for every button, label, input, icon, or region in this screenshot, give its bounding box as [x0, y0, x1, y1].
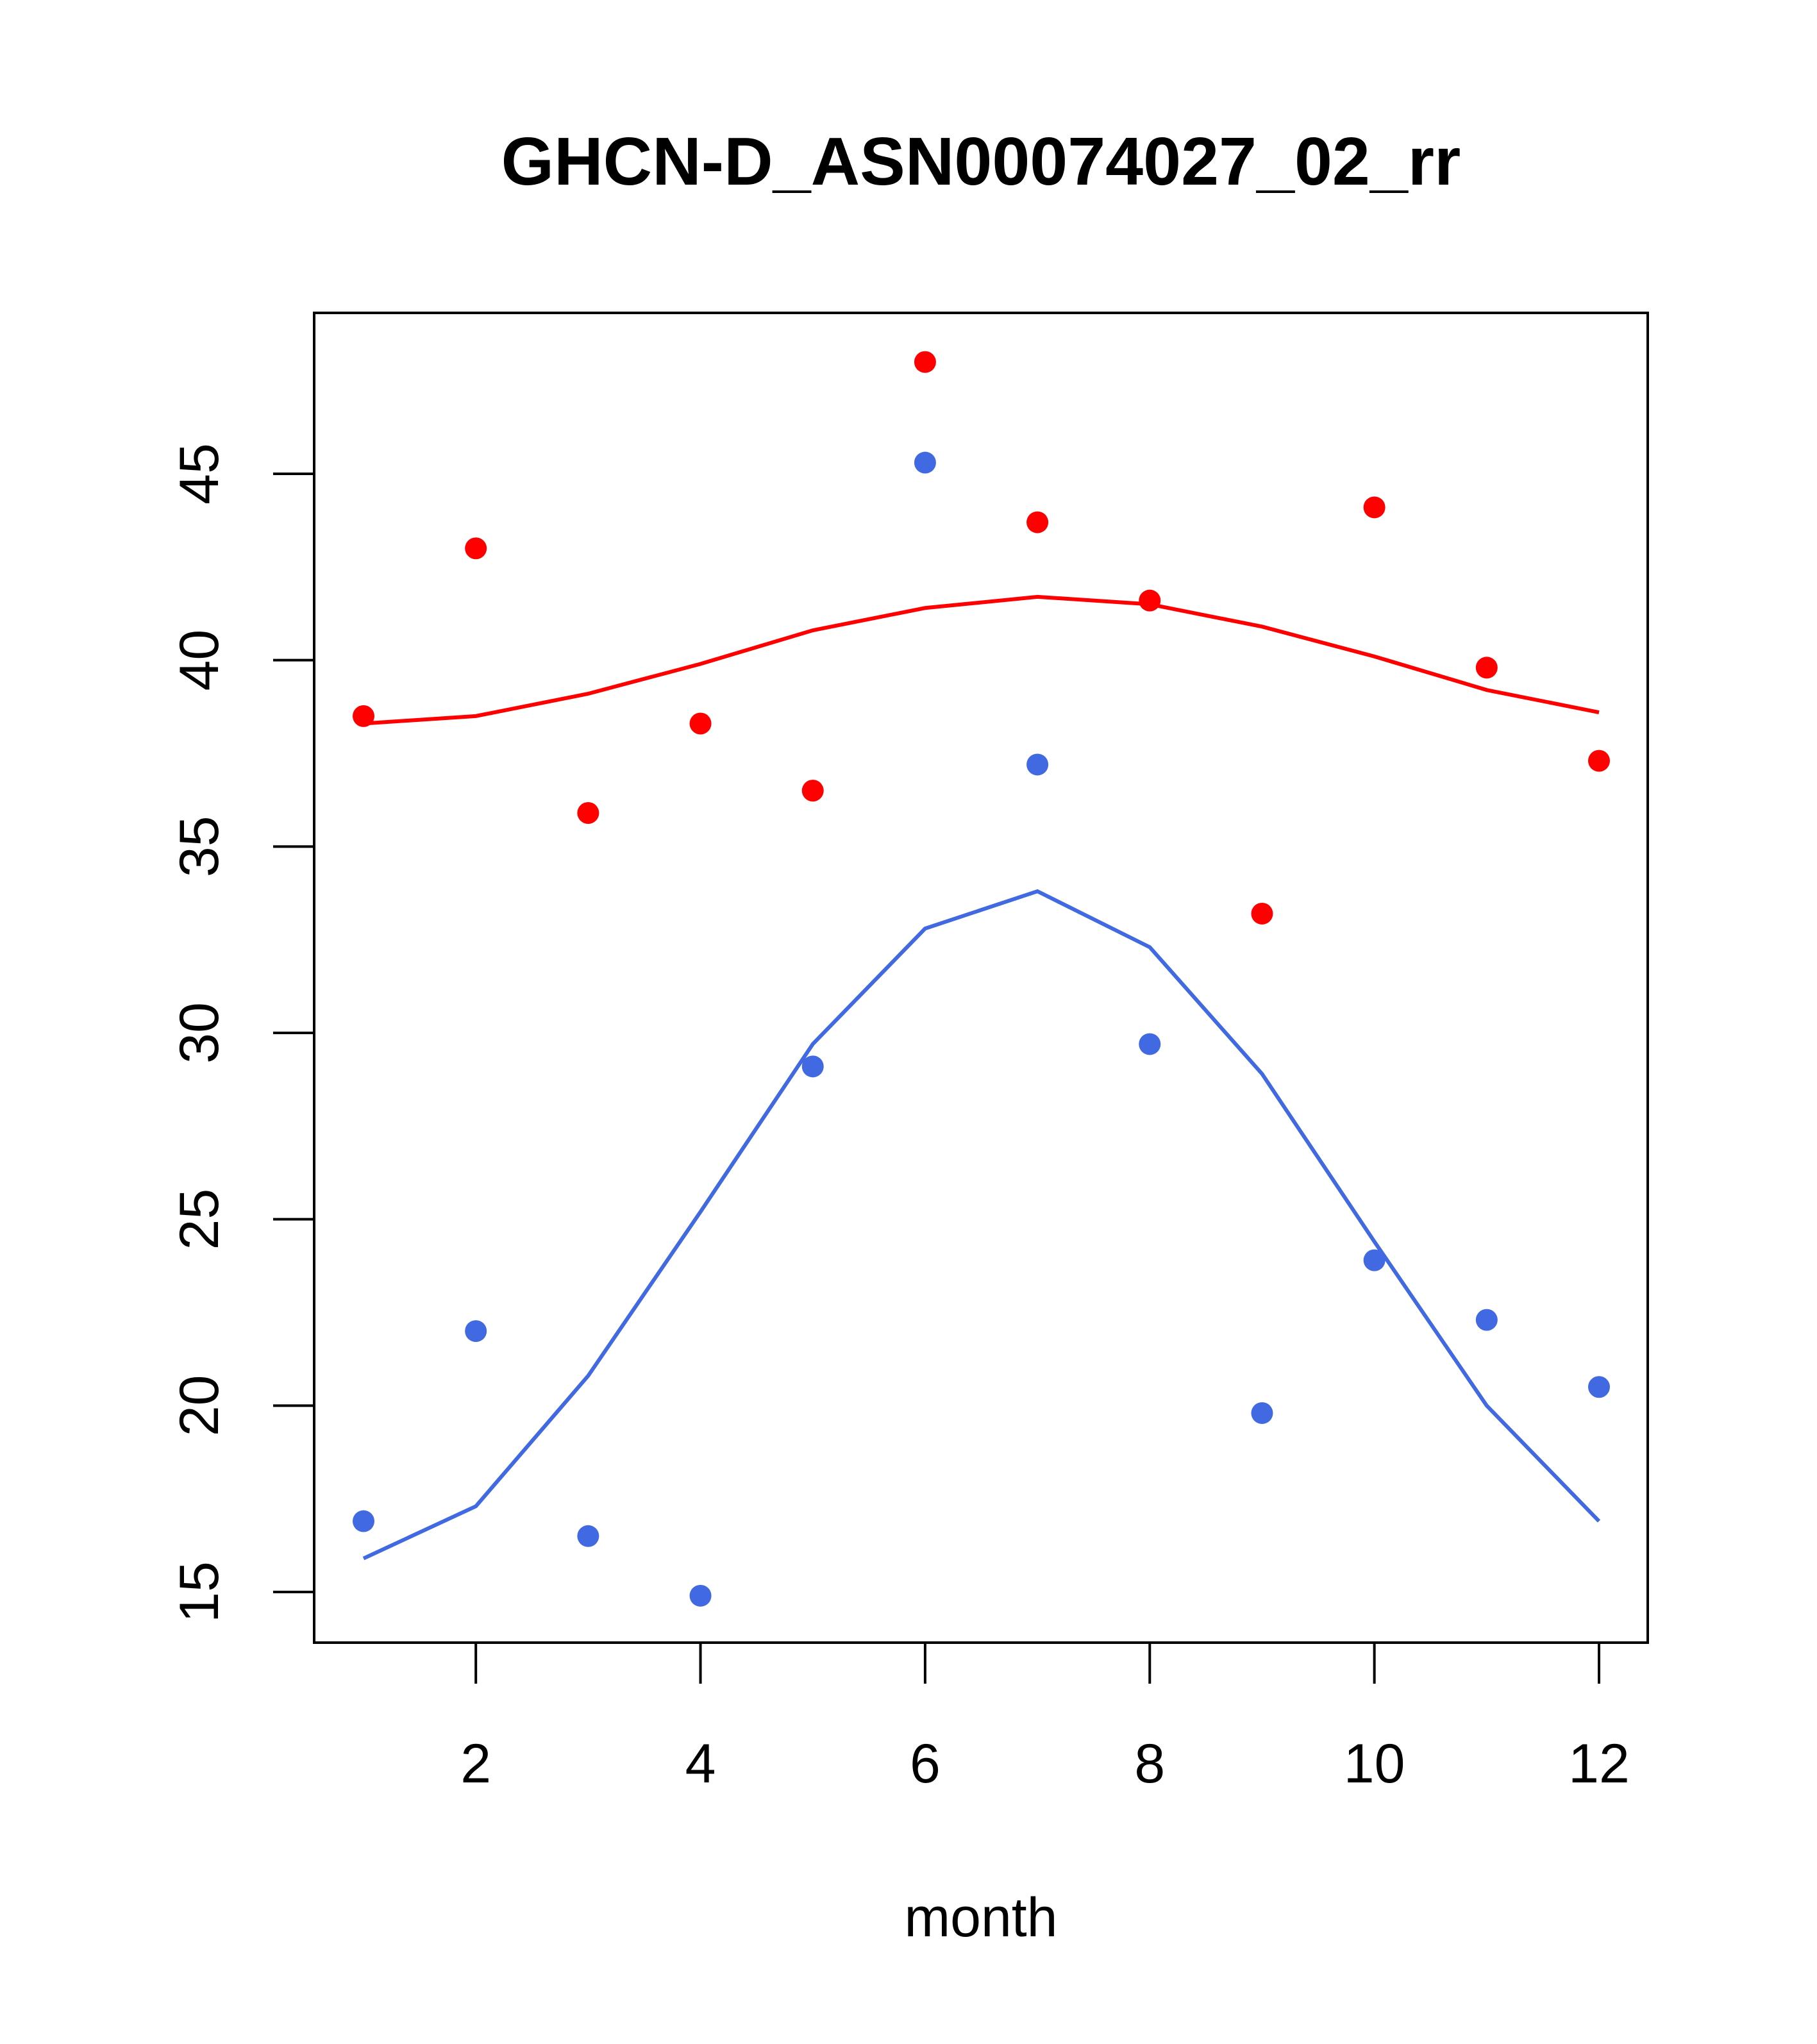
data-point [1251, 1402, 1273, 1424]
y-axis: 15 20 25 30 35 40 45 [169, 443, 315, 1623]
data-point [801, 1055, 824, 1078]
data-point [465, 1320, 487, 1343]
data-point [1139, 1033, 1161, 1055]
data-point [914, 451, 936, 474]
x-axis-label: month [904, 1887, 1057, 1948]
x-axis: 2 4 6 8 10 12 [460, 1641, 1630, 1795]
data-point [1026, 511, 1049, 533]
x-tick-label: 4 [685, 1733, 716, 1795]
data-point [1363, 496, 1386, 519]
data-point [1475, 1309, 1498, 1331]
data-point [689, 712, 712, 735]
data-point [577, 802, 599, 825]
chart-title: GHCN-D_ASN00074027_02_rr [501, 124, 1461, 199]
x-tick-label: 10 [1344, 1733, 1405, 1795]
plot-frame [313, 312, 1649, 1644]
data-point [1588, 750, 1610, 772]
plot-marks [353, 351, 1610, 1607]
data-point [353, 705, 374, 727]
y-tick-label: 25 [169, 1189, 230, 1250]
x-tick-label: 2 [460, 1733, 491, 1795]
data-point [577, 1525, 599, 1547]
x-tick-label: 6 [910, 1733, 941, 1795]
data-point [1475, 657, 1498, 679]
data-point [689, 1584, 712, 1607]
data-point [1363, 1249, 1386, 1271]
y-tick-label: 35 [169, 816, 230, 877]
data-point [1251, 902, 1273, 925]
data-point [801, 780, 824, 802]
y-tick-label: 45 [169, 443, 230, 505]
y-tick-label: 40 [169, 630, 230, 691]
series-line [363, 594, 1600, 726]
data-point [1139, 589, 1161, 612]
data-point [465, 537, 487, 560]
data-point [1588, 1376, 1610, 1398]
x-tick-label: 8 [1134, 1733, 1165, 1795]
x-tick-label: 12 [1568, 1733, 1630, 1795]
data-point [353, 1510, 374, 1532]
y-tick-label: 20 [169, 1375, 230, 1436]
data-point [1026, 753, 1049, 776]
series-line [362, 889, 1601, 1561]
y-tick-label: 15 [169, 1561, 230, 1623]
data-point [914, 351, 936, 373]
y-tick-label: 30 [169, 1002, 230, 1064]
